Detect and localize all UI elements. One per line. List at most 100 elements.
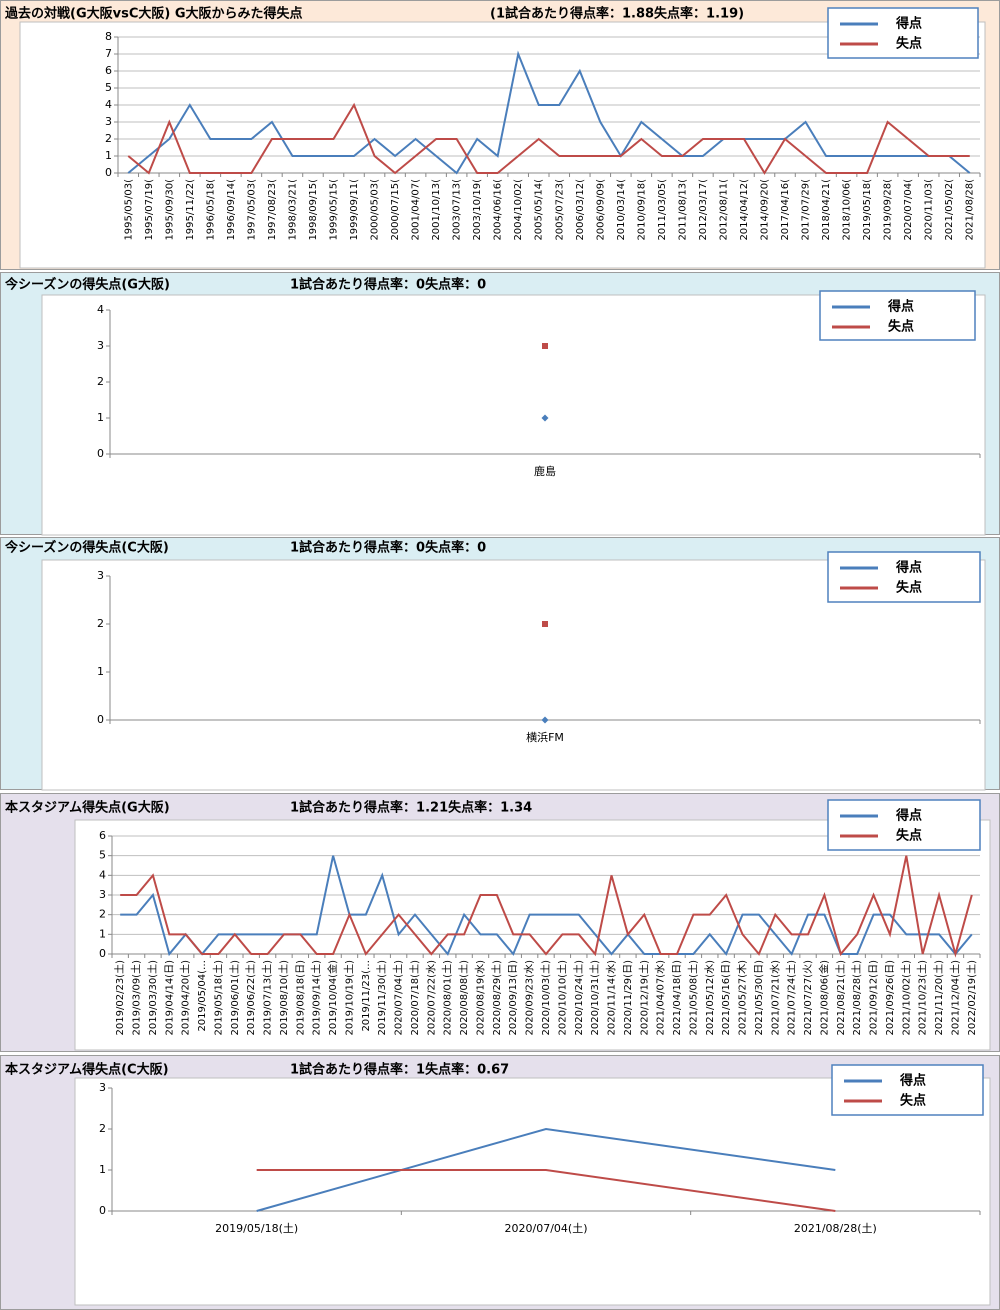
x-tick-label: 2006/09/09( — [595, 179, 606, 241]
x-tick-label: 2004/06/16( — [493, 179, 504, 241]
x-tick-label: 2020/08/01(土) — [441, 960, 454, 1036]
y-tick-label: 6 — [99, 829, 106, 842]
x-tick-label: 2012/03/17( — [698, 179, 709, 241]
x-tick-label: 2021/10/02(土) — [899, 960, 912, 1036]
y-tick-label: 2 — [99, 1122, 106, 1135]
chart-subtitle: 1試合あたり得点率：0失点率：0 — [290, 540, 486, 556]
x-tick-label: 2011/08/13( — [677, 179, 688, 241]
y-tick-label: 2 — [97, 375, 104, 388]
x-tick-label: 2019/07/13(土) — [261, 960, 274, 1036]
x-tick-label: 2021/07/21(水) — [769, 960, 781, 1036]
series-line — [127, 50, 971, 175]
x-tick-label: 1996/09/14( — [226, 179, 237, 241]
y-tick-label: 3 — [99, 1081, 106, 1094]
x-tick-label: 2020/07/22(水) — [425, 960, 437, 1036]
x-tick-label: 2003/07/13( — [452, 179, 463, 241]
legend-label: 失点 — [888, 319, 914, 335]
y-tick-label: 1 — [99, 1163, 106, 1176]
x-tick-label: 2019/03/30(土) — [146, 960, 159, 1036]
chart-subtitle: 1試合あたり得点率：0失点率：0 — [290, 277, 486, 293]
x-tick-label: 2021/05/02( — [944, 179, 955, 241]
legend-label: 得点 — [887, 299, 914, 315]
x-tick-label: 2020/07/04(土) — [505, 1222, 588, 1235]
x-tick-label: 横浜FM — [526, 730, 564, 744]
x-tick-label: 2004/10/02( — [513, 179, 524, 241]
x-tick-label: 2019/06/22(土) — [244, 960, 257, 1036]
x-tick-label: 2000/05/03( — [370, 179, 381, 241]
x-tick-label: 2020/10/31(土) — [588, 960, 601, 1036]
chart-area — [74, 819, 991, 1051]
y-tick-label: 2 — [97, 617, 104, 630]
x-tick-label: 2005/07/23( — [554, 179, 565, 241]
y-tick-label: 3 — [105, 115, 112, 128]
y-tick-label: 1 — [97, 665, 104, 678]
x-tick-label: 2020/08/08(土) — [457, 960, 470, 1036]
x-tick-label: 2020/11/14(水) — [606, 960, 618, 1036]
y-tick-label: 3 — [97, 569, 104, 582]
x-tick-label: 2020/10/03(土) — [539, 960, 552, 1036]
series-line — [120, 855, 973, 958]
x-tick-label: 2022/02/19(土) — [965, 960, 978, 1036]
point — [541, 716, 549, 724]
x-tick-label: 2019/05/18(土) — [211, 960, 224, 1036]
chart-title: 今シーズンの得失点(G大阪) — [4, 277, 170, 293]
x-tick-label: 2021/05/27(木) — [737, 960, 749, 1036]
x-tick-label: 2021/05/08(土) — [686, 960, 699, 1036]
y-tick-label: 0 — [99, 1204, 106, 1217]
y-tick-label: 4 — [105, 98, 112, 111]
x-tick-label: 2011/03/05( — [657, 179, 668, 241]
x-tick-label: 2021/05/16(日) — [721, 960, 732, 1036]
x-tick-label: 2005/05/14( — [534, 179, 545, 241]
legend-label: 失点 — [896, 36, 922, 52]
x-tick-label: 2020/07/04(土) — [392, 960, 405, 1036]
legend-label: 得点 — [899, 1073, 926, 1089]
legend-box — [827, 551, 981, 603]
x-tick-label: 2014/04/12( — [739, 179, 750, 241]
y-tick-label: 0 — [97, 713, 104, 726]
y-tick-label: 3 — [97, 339, 104, 352]
x-tick-label: 2021/05/30(日) — [754, 960, 765, 1036]
x-tick-label: 1996/05/18( — [205, 179, 216, 241]
x-tick-label: 2019/10/04(金) — [326, 960, 339, 1036]
legend-box — [827, 7, 979, 59]
series-line — [256, 1169, 836, 1212]
chart-subtitle: 1試合あたり得点率：1.21失点率：1.34 — [290, 800, 532, 816]
x-tick-label: 2001/10/13( — [431, 179, 442, 241]
legend-label: 得点 — [895, 808, 922, 824]
x-tick-label: 2017/07/29( — [801, 179, 812, 241]
x-tick-label: 2021/09/26(日) — [885, 960, 896, 1036]
x-tick-label: 2019/11/30(土) — [375, 960, 388, 1036]
x-tick-label: 2021/12/04(土) — [948, 960, 961, 1036]
y-tick-label: 1 — [105, 149, 112, 162]
y-tick-label: 6 — [105, 64, 112, 77]
x-tick-label: 2001/04/07( — [411, 179, 422, 241]
chart-title: 過去の対戦(G大阪vsC大阪) G大阪からみた得失点 — [4, 6, 303, 22]
x-tick-label: 1995/11/22( — [185, 179, 196, 241]
x-tick-label: 2018/10/06( — [842, 179, 853, 241]
x-tick-label: 2019/03/09(土) — [130, 960, 143, 1036]
y-tick-label: 5 — [99, 849, 106, 862]
x-tick-label: 2019/05/18(土) — [215, 1222, 298, 1235]
x-tick-label: 2019/08/10(土) — [277, 960, 290, 1036]
y-tick-label: 0 — [97, 447, 104, 460]
y-tick-label: 3 — [99, 888, 106, 901]
x-tick-label: 2020/11/03( — [924, 179, 935, 241]
chart-title: 本スタジアム得失点(G大阪) — [5, 800, 170, 816]
series-line — [120, 855, 973, 957]
x-tick-label: 2012/08/11( — [718, 179, 729, 241]
y-tick-label: 4 — [97, 303, 104, 316]
x-tick-label: 2020/07/18(土) — [408, 960, 421, 1036]
x-tick-label: 2020/08/19(水) — [474, 960, 486, 1036]
x-tick-label: 2003/10/19( — [472, 179, 483, 241]
series-line — [127, 102, 970, 175]
chart-area — [19, 21, 986, 269]
x-tick-label: 2019/04/20(土) — [179, 960, 192, 1036]
x-tick-label: 鹿島 — [534, 464, 556, 478]
legend-label: 得点 — [895, 560, 922, 576]
point — [542, 343, 548, 349]
chart-area — [74, 1077, 991, 1306]
x-tick-label: 2017/04/16( — [780, 179, 791, 241]
x-tick-label: 2020/10/10(土) — [555, 960, 568, 1036]
legend-label: 失点 — [900, 1093, 926, 1109]
point — [542, 621, 548, 627]
